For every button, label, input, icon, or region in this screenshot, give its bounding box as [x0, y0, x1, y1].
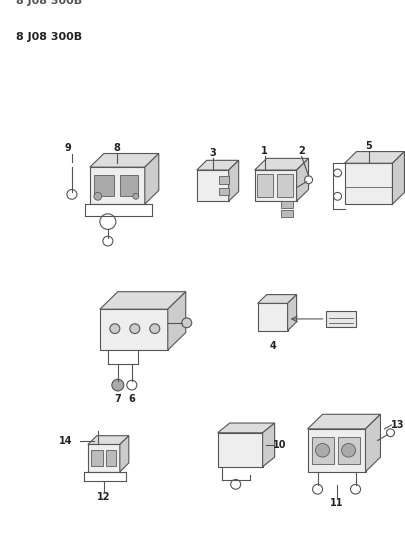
Polygon shape: [90, 154, 158, 167]
Circle shape: [130, 324, 139, 334]
Polygon shape: [228, 160, 238, 201]
Text: 9: 9: [64, 143, 71, 152]
Polygon shape: [307, 429, 364, 472]
Polygon shape: [87, 445, 119, 472]
Circle shape: [181, 318, 191, 328]
Polygon shape: [145, 154, 158, 204]
Circle shape: [149, 324, 160, 334]
Polygon shape: [100, 292, 185, 309]
Polygon shape: [217, 423, 274, 433]
Polygon shape: [307, 414, 379, 429]
Polygon shape: [257, 303, 287, 330]
Bar: [256, 174, 272, 197]
Polygon shape: [254, 158, 308, 170]
Circle shape: [100, 214, 115, 229]
Text: 13: 13: [390, 420, 403, 430]
Text: 8 J08 300B: 8 J08 300B: [16, 32, 82, 42]
Bar: [280, 201, 292, 208]
Bar: [94, 175, 113, 196]
Text: 2: 2: [298, 146, 304, 156]
Bar: [106, 450, 115, 466]
Text: 8: 8: [113, 143, 120, 152]
Polygon shape: [196, 170, 228, 201]
Polygon shape: [257, 295, 296, 303]
Polygon shape: [344, 163, 392, 204]
Polygon shape: [392, 151, 403, 204]
Circle shape: [110, 324, 119, 334]
Polygon shape: [344, 151, 403, 163]
Polygon shape: [217, 433, 262, 467]
Bar: [218, 176, 228, 184]
Polygon shape: [287, 295, 296, 330]
Circle shape: [386, 429, 394, 437]
Text: 7: 7: [114, 394, 121, 403]
Bar: [337, 437, 358, 464]
Text: 1: 1: [261, 146, 267, 156]
Polygon shape: [100, 309, 167, 350]
Text: 10: 10: [272, 440, 286, 450]
Circle shape: [94, 192, 102, 200]
Polygon shape: [364, 414, 379, 472]
Circle shape: [341, 443, 355, 457]
Circle shape: [230, 480, 240, 489]
Text: 4: 4: [269, 341, 275, 351]
Polygon shape: [296, 158, 308, 201]
Circle shape: [312, 484, 322, 494]
Circle shape: [315, 443, 329, 457]
Bar: [311, 437, 333, 464]
Polygon shape: [262, 423, 274, 467]
Polygon shape: [167, 292, 185, 350]
Text: 8 J08 300B: 8 J08 300B: [16, 0, 82, 6]
Bar: [91, 450, 102, 466]
Circle shape: [333, 169, 341, 177]
Bar: [119, 175, 137, 196]
Text: 14: 14: [59, 435, 72, 446]
Polygon shape: [119, 435, 128, 472]
Polygon shape: [254, 170, 296, 201]
Polygon shape: [90, 167, 145, 204]
Circle shape: [126, 380, 136, 390]
Bar: [218, 188, 228, 196]
Polygon shape: [87, 435, 128, 445]
Bar: [325, 311, 355, 327]
Bar: [276, 174, 292, 197]
Circle shape: [350, 484, 360, 494]
Polygon shape: [196, 160, 238, 170]
Circle shape: [132, 193, 139, 199]
Circle shape: [304, 176, 312, 184]
Bar: [280, 210, 292, 217]
Circle shape: [102, 236, 113, 246]
Text: 11: 11: [329, 498, 343, 508]
Circle shape: [333, 192, 341, 200]
Circle shape: [111, 379, 124, 391]
Text: 5: 5: [364, 141, 371, 151]
Text: 3: 3: [209, 148, 215, 158]
Text: 12: 12: [97, 492, 110, 502]
Circle shape: [67, 190, 77, 199]
Text: 6: 6: [128, 394, 135, 403]
